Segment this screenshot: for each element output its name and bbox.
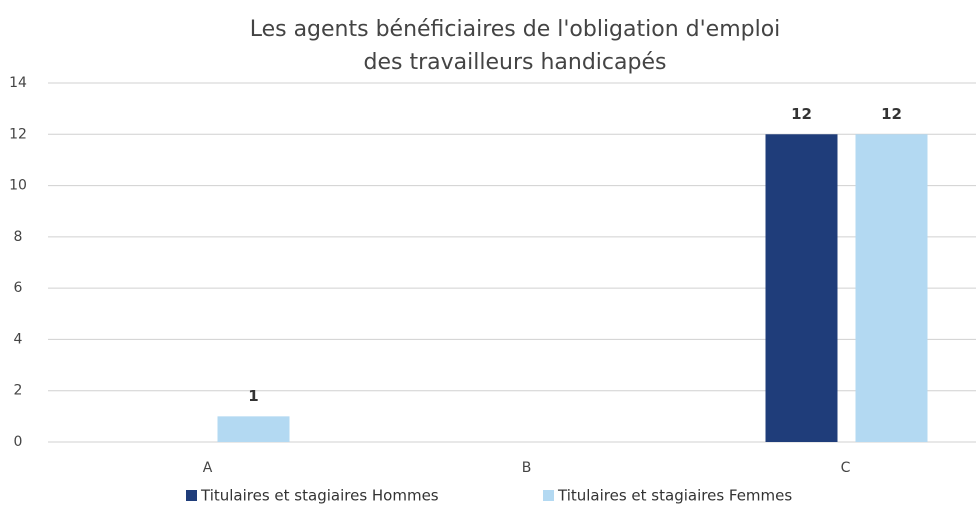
legend-swatch bbox=[186, 490, 197, 501]
bar bbox=[855, 134, 928, 443]
legend-swatch bbox=[543, 490, 554, 501]
y-tick-label: 6 bbox=[14, 280, 23, 296]
legend-label: Titulaires et stagiaires Hommes bbox=[200, 487, 439, 505]
y-tick-label: 4 bbox=[14, 331, 23, 347]
y-tick-label: 10 bbox=[9, 178, 27, 194]
x-tick-label: C bbox=[841, 460, 851, 476]
chart-title: Les agents bénéficiaires de l'obligation… bbox=[250, 17, 781, 42]
chart-title: des travailleurs handicapés bbox=[364, 50, 667, 75]
bar bbox=[217, 416, 290, 442]
y-tick-label: 0 bbox=[14, 434, 23, 450]
y-tick-label: 2 bbox=[14, 383, 23, 399]
legend-label: Titulaires et stagiaires Femmes bbox=[557, 487, 792, 505]
y-tick-label: 14 bbox=[9, 75, 27, 91]
x-tick-label: A bbox=[203, 460, 213, 476]
x-tick-label: B bbox=[522, 460, 532, 476]
bar bbox=[765, 134, 838, 443]
y-tick-label: 8 bbox=[14, 229, 23, 245]
data-label: 1 bbox=[248, 387, 258, 405]
data-label: 12 bbox=[881, 105, 902, 123]
data-label: 12 bbox=[791, 105, 812, 123]
y-tick-label: 12 bbox=[9, 126, 27, 142]
